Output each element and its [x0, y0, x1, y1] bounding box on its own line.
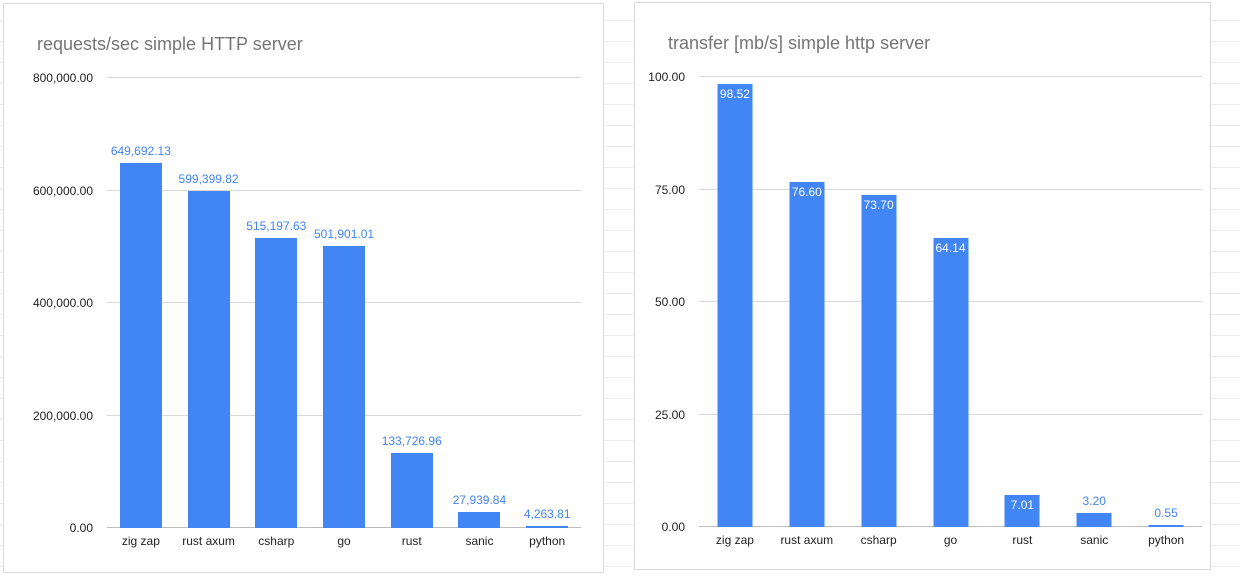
- gridline: [107, 189, 581, 191]
- x-axis-tick-label: rust axum: [780, 533, 834, 547]
- y-axis: 0.00 25.00 50.00 75.00 100.00: [635, 70, 693, 534]
- x-axis-tick-label: sanic: [465, 534, 494, 548]
- bar-slot: 133,726.96: [378, 78, 446, 528]
- bar[interactable]: [323, 245, 366, 528]
- bar-value-label: 73.70: [863, 198, 894, 213]
- x-axis-tick-label: rust: [401, 534, 422, 548]
- bar-slot: 64.14: [915, 77, 987, 527]
- gridline: [699, 188, 1202, 190]
- bar[interactable]: [526, 525, 569, 528]
- bar-slot: 0.55: [1130, 77, 1202, 527]
- chart-transfer-mbs[interactable]: transfer [mb/s] simple http server 0.00 2…: [634, 2, 1211, 570]
- x-axis-tick-label: sanic: [1080, 533, 1109, 547]
- y-axis-tick-label: 0.00: [661, 520, 685, 534]
- bar-value-label: 515,197.63: [246, 219, 307, 234]
- bar[interactable]: [187, 190, 230, 528]
- y-axis-tick-label: 600,000.00: [32, 183, 93, 198]
- x-axis-tick-label: python: [529, 534, 566, 548]
- bar-slot: 501,901.01: [310, 78, 378, 528]
- x-axis-tick-label: rust axum: [182, 534, 235, 548]
- bar-slot: 27,939.84: [446, 78, 514, 528]
- bar-value-label: 4,263.81: [523, 506, 571, 521]
- bar[interactable]: [1148, 524, 1184, 527]
- chart-title: requests/sec simple HTTP server: [37, 34, 303, 54]
- bar-slot: 3.20: [1058, 77, 1130, 527]
- y-axis-tick-label: 0.00: [69, 521, 93, 535]
- bar-value-label: 27,939.84: [452, 493, 507, 508]
- y-axis-tick-label: 100.00: [648, 70, 685, 84]
- bar-slot: 98.52: [699, 77, 771, 527]
- y-axis-tick-label: 200,000.00: [32, 408, 93, 423]
- bar-slot: 599,399.82: [175, 78, 243, 528]
- gridline: [699, 76, 1202, 77]
- plot-area: 98.52 76.60 73.70 64.14 7.01 3.20 0.55: [699, 76, 1202, 527]
- x-axis-tick-label: zig zap: [121, 534, 160, 548]
- bar-value-label: 98.52: [719, 86, 750, 101]
- bar-value-label: 599,399.82: [178, 171, 239, 186]
- bar-value-label: 501,901.01: [313, 226, 375, 241]
- bar[interactable]: [789, 182, 825, 527]
- bar-slot: 4,263.81: [513, 78, 581, 528]
- x-axis: zig zap rust axum csharp go rust sanic python: [107, 534, 581, 552]
- y-axis: 0.00 200,000.00 400,000.00 600,000.00 800,00…: [4, 71, 101, 535]
- y-axis-tick-label: 25.00: [654, 407, 685, 422]
- bar[interactable]: [390, 452, 433, 528]
- bar-value-label: 76.60: [791, 185, 822, 200]
- x-axis-tick-label: go: [337, 534, 351, 548]
- bar-slot: 515,197.63: [242, 78, 310, 528]
- bar[interactable]: [1076, 512, 1112, 527]
- bar[interactable]: [1004, 495, 1040, 527]
- bar-value-label: 7.01: [1010, 498, 1035, 513]
- bar-value-label: 0.55: [1154, 505, 1178, 520]
- y-axis-tick-label: 50.00: [654, 295, 685, 309]
- chart-requests-per-sec[interactable]: requests/sec simple HTTP server 0.00 200,…: [3, 3, 604, 573]
- gridline: [107, 77, 581, 78]
- bar[interactable]: [458, 512, 501, 528]
- bar[interactable]: [933, 238, 968, 527]
- bar[interactable]: [119, 162, 162, 528]
- bar[interactable]: [861, 195, 897, 527]
- bar[interactable]: [717, 83, 753, 527]
- x-axis-tick-label: csharp: [258, 534, 295, 548]
- bar-value-label: 3.20: [1082, 493, 1106, 508]
- bar-slot: 73.70: [843, 77, 915, 527]
- y-axis-tick-label: 800,000.00: [32, 71, 93, 85]
- x-axis-tick-label: csharp: [860, 533, 897, 547]
- bar[interactable]: [255, 238, 298, 528]
- bar-value-label: 64.14: [935, 241, 966, 256]
- x-axis-tick-label: rust: [1012, 533, 1033, 547]
- x-axis-tick-label: zig zap: [715, 533, 754, 547]
- bar-slot: 649,692.13: [107, 78, 175, 528]
- x-axis-tick-label: python: [1148, 533, 1185, 547]
- plot-area: 649,692.13 599,399.82 515,197.63 501,901.01…: [107, 77, 581, 528]
- y-axis-tick-label: 75.00: [654, 182, 685, 197]
- x-axis-tick-label: go: [943, 533, 958, 547]
- y-axis-tick-label: 400,000.00: [32, 296, 93, 310]
- bar-slot: 7.01: [986, 77, 1058, 527]
- bar-value-label: 649,692.13: [110, 143, 171, 158]
- bar-value-label: 133,726.96: [381, 433, 442, 448]
- bar-slot: 76.60: [771, 77, 843, 527]
- chart-title: transfer [mb/s] simple http server: [668, 33, 931, 53]
- x-axis: zig zap rust axum csharp go rust sanic python: [699, 533, 1202, 551]
